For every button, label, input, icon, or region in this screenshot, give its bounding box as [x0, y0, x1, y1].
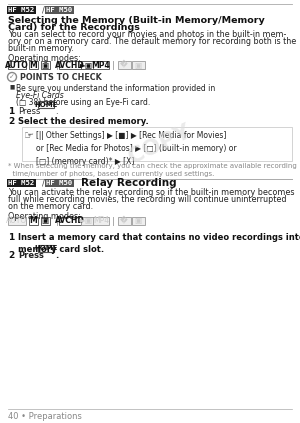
- Text: ✓: ✓: [9, 74, 15, 80]
- Text: Insert a memory card that contains no video recordings into the
memory card slot: Insert a memory card that contains no vi…: [18, 233, 300, 254]
- Text: ☞: ☞: [24, 131, 34, 141]
- Text: Selecting the Memory (Built-in Memory/Memory: Selecting the Memory (Built-in Memory/Me…: [8, 16, 265, 25]
- Text: ▣: ▣: [41, 60, 49, 69]
- FancyBboxPatch shape: [22, 127, 292, 161]
- FancyBboxPatch shape: [93, 61, 109, 69]
- Text: HF M52: HF M52: [8, 180, 34, 186]
- Text: ■: ■: [10, 84, 15, 89]
- FancyBboxPatch shape: [38, 244, 54, 252]
- Text: �: �: [120, 216, 128, 225]
- Text: Card) for the Recordings: Card) for the Recordings: [8, 23, 140, 32]
- Text: ▣: ▣: [41, 216, 49, 225]
- Text: MP4: MP4: [93, 216, 109, 225]
- FancyBboxPatch shape: [80, 217, 94, 225]
- Text: Relay Recording: Relay Recording: [81, 178, 177, 188]
- Text: .: .: [55, 107, 58, 116]
- Text: Operating modes:: Operating modes:: [8, 212, 81, 221]
- Text: Press: Press: [18, 250, 44, 260]
- Text: HF M50: HF M50: [46, 180, 72, 186]
- Text: on the memory card.: on the memory card.: [8, 202, 93, 212]
- Text: You can select to record your movies and photos in the built-in mem-: You can select to record your movies and…: [8, 30, 286, 39]
- Text: full while recording movies, the recording will continue uninterrupted: full while recording movies, the recordi…: [8, 195, 286, 204]
- Text: 40 • Preparations: 40 • Preparations: [8, 412, 82, 421]
- Text: .: .: [55, 250, 58, 260]
- FancyBboxPatch shape: [40, 61, 50, 69]
- FancyBboxPatch shape: [59, 217, 81, 225]
- Text: ▣: ▣: [134, 60, 142, 69]
- FancyBboxPatch shape: [38, 101, 54, 108]
- Text: ►▣: ►▣: [80, 216, 94, 225]
- Text: Be sure you understand the information provided in: Be sure you understand the information p…: [16, 84, 217, 93]
- Text: You can activate the relay recording so if the built-in memory becomes: You can activate the relay recording so …: [8, 188, 295, 197]
- Text: AUTO: AUTO: [6, 216, 28, 225]
- FancyBboxPatch shape: [28, 61, 38, 69]
- Text: /: /: [42, 5, 45, 14]
- Text: Eye-Fi Cards: Eye-Fi Cards: [16, 91, 64, 100]
- Text: Operating modes:: Operating modes:: [8, 54, 81, 63]
- FancyBboxPatch shape: [8, 217, 26, 225]
- Text: Select the desired memory.: Select the desired memory.: [18, 117, 149, 126]
- Text: HOME: HOME: [34, 102, 58, 107]
- Text: /: /: [42, 179, 45, 187]
- FancyBboxPatch shape: [80, 61, 94, 69]
- Text: built-in memory.: built-in memory.: [8, 44, 74, 53]
- Text: M: M: [29, 60, 37, 69]
- Text: HOME: HOME: [34, 245, 58, 251]
- FancyBboxPatch shape: [59, 61, 81, 69]
- Text: COPY: COPY: [125, 121, 195, 168]
- Text: Press: Press: [18, 107, 40, 116]
- Text: 2: 2: [8, 250, 14, 260]
- Text: 1: 1: [8, 233, 14, 242]
- FancyBboxPatch shape: [40, 217, 50, 225]
- FancyBboxPatch shape: [93, 217, 109, 225]
- Text: 2: 2: [8, 117, 14, 126]
- FancyBboxPatch shape: [131, 61, 145, 69]
- Text: 1: 1: [8, 107, 14, 116]
- Text: AVCHD: AVCHD: [55, 216, 85, 225]
- Text: AVCHD: AVCHD: [55, 60, 85, 69]
- Text: AUTO: AUTO: [5, 60, 29, 69]
- Text: �: �: [120, 60, 128, 69]
- Text: M: M: [29, 216, 37, 225]
- Text: HF M52: HF M52: [8, 7, 34, 13]
- FancyBboxPatch shape: [8, 61, 26, 69]
- Text: [ǀǀ Other Settings] ▶ [■] ▶ [Rec Media for Movies]
or [Rec Media for Photos] ▶ [: [ǀǀ Other Settings] ▶ [■] ▶ [Rec Media f…: [36, 131, 237, 166]
- Text: MP4: MP4: [92, 60, 110, 69]
- FancyBboxPatch shape: [131, 217, 145, 225]
- FancyBboxPatch shape: [118, 217, 130, 225]
- Text: ory or on a memory card. The default memory for recording both is the: ory or on a memory card. The default mem…: [8, 37, 296, 46]
- Text: POINTS TO CHECK: POINTS TO CHECK: [20, 72, 102, 82]
- Text: (□ 38) before using an Eye-Fi card.: (□ 38) before using an Eye-Fi card.: [16, 98, 150, 107]
- Text: ▣: ▣: [134, 216, 142, 225]
- Text: ►▣: ►▣: [80, 60, 94, 69]
- Text: * When selecting the memory, you can check the approximate available recording
 : * When selecting the memory, you can che…: [8, 163, 297, 177]
- FancyBboxPatch shape: [118, 61, 130, 69]
- Text: HF M50: HF M50: [46, 7, 72, 13]
- FancyBboxPatch shape: [28, 217, 38, 225]
